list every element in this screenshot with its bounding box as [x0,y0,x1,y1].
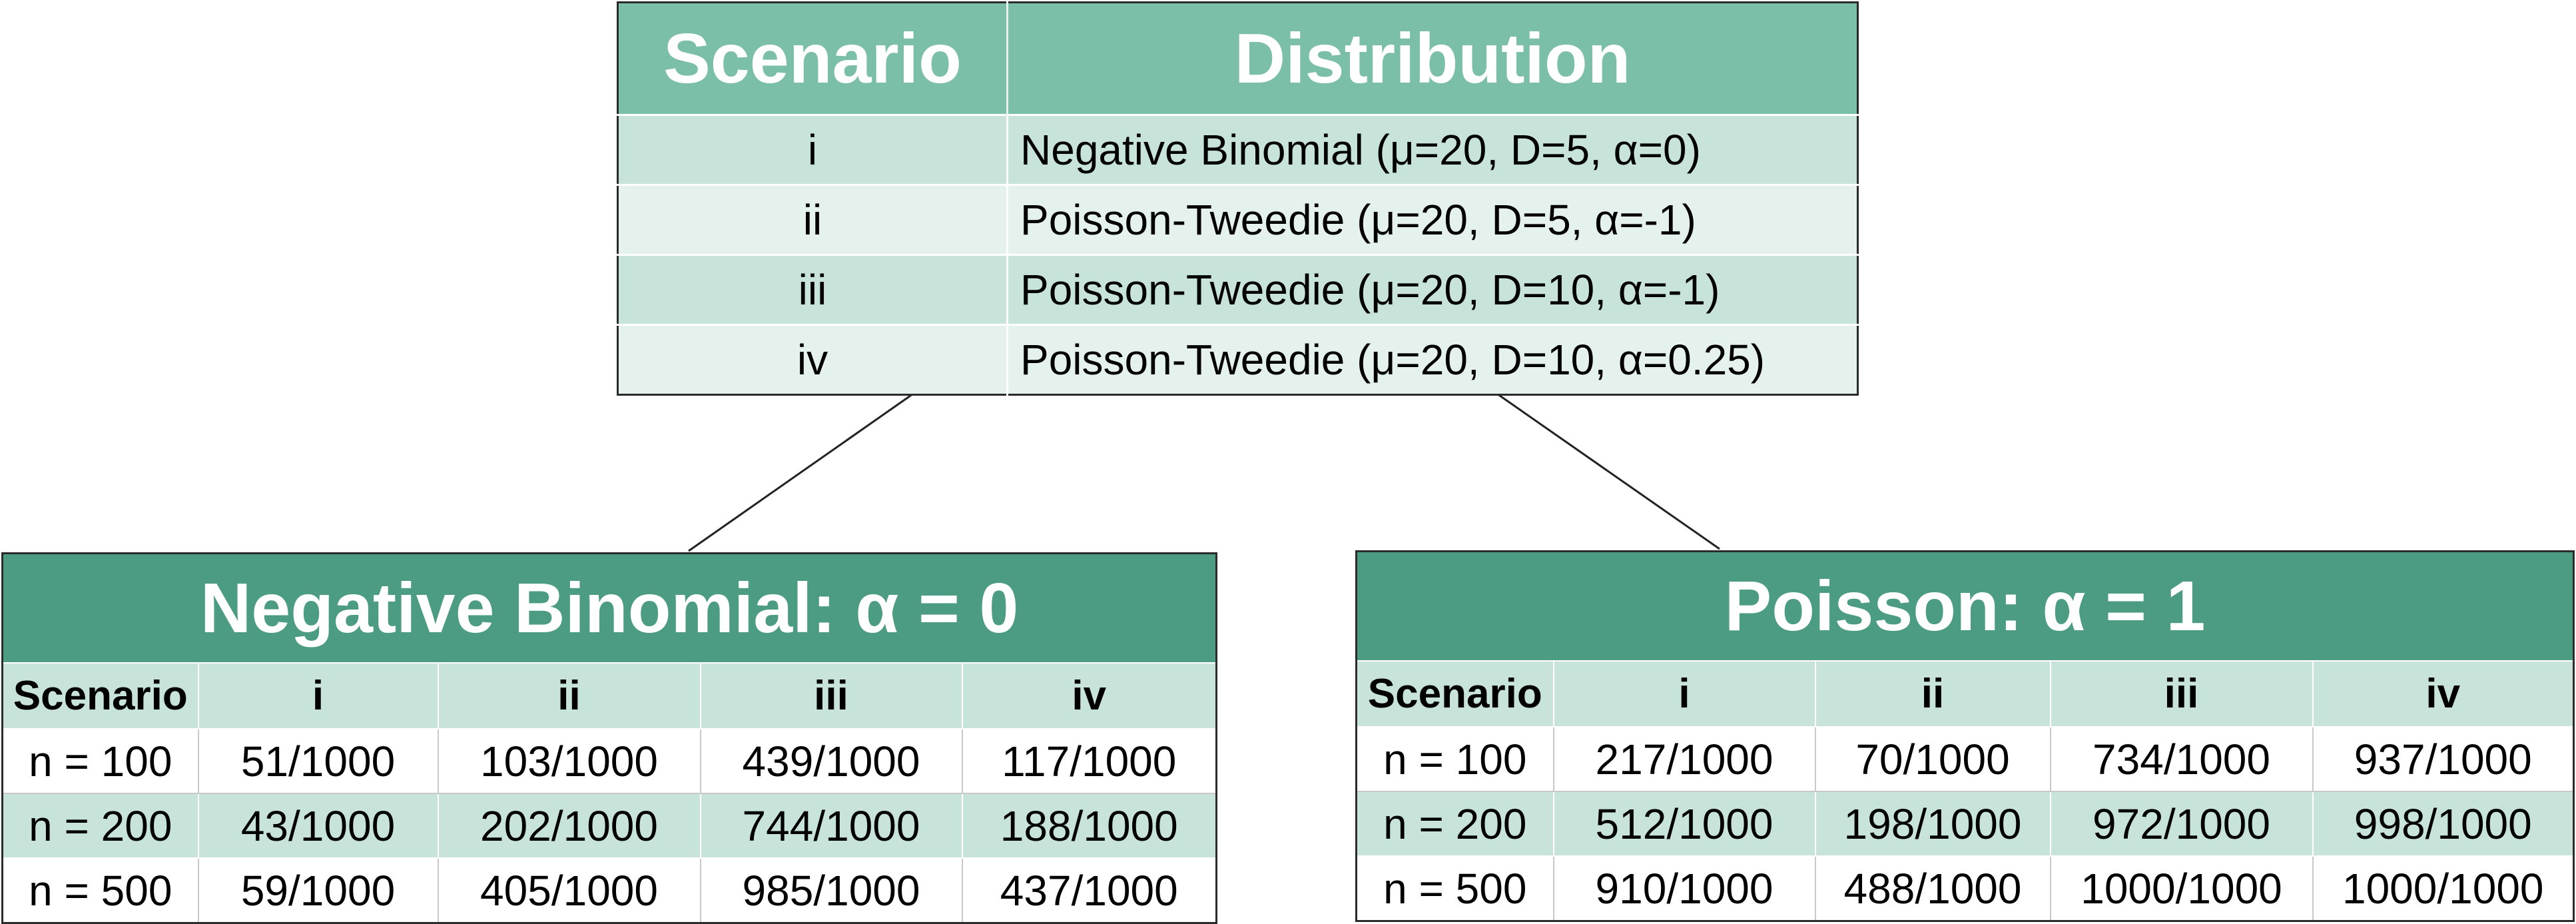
value-cell: 43/1000 [197,793,439,859]
table-row: ii Poisson-Tweedie (μ=20, D=5, α=-1) [617,184,1858,255]
table-row: n = 100 51/1000 103/1000 439/1000 117/10… [1,728,1217,794]
value-cell: 1000/1000 [2049,855,2314,922]
scenario-cell: iv [617,324,1008,395]
value-cell: 512/1000 [1552,791,1816,857]
column-header: i [197,662,439,729]
poisson-table: Poisson: α = 1 Scenario i ii iii iv n = … [1355,550,2575,922]
value-cell: 117/1000 [961,728,1217,794]
table-row: iv Poisson-Tweedie (μ=20, D=10, α=0.25) [617,324,1858,395]
distribution-cell: Poisson-Tweedie (μ=20, D=10, α=0.25) [1007,324,1858,395]
value-cell: 910/1000 [1552,855,1816,922]
value-cell: 998/1000 [2312,791,2575,857]
distribution-header: Distribution [1007,2,1858,115]
column-header: iv [961,662,1217,729]
value-cell: 937/1000 [2312,726,2575,792]
negative-binomial-table: Negative Binomial: α = 0 Scenario i ii i… [1,552,1217,924]
value-cell: 734/1000 [2049,726,2314,792]
value-cell: 51/1000 [197,728,439,794]
sample-size-cell: n = 200 [1355,791,1554,857]
value-cell: 188/1000 [961,793,1217,859]
table-title-row: Poisson: α = 1 [1356,551,2574,661]
value-cell: 59/1000 [197,857,439,924]
sample-size-cell: n = 100 [1,728,199,794]
table-row: n = 100 217/1000 70/1000 734/1000 937/10… [1355,726,2575,792]
table-row: iii Poisson-Tweedie (μ=20, D=10, α=-1) [617,254,1858,325]
column-header: Scenario [1355,660,1554,727]
value-cell: 744/1000 [699,793,963,859]
value-cell: 985/1000 [699,857,963,924]
table-row: n = 500 59/1000 405/1000 985/1000 437/10… [1,857,1217,924]
scenario-cell: i [617,114,1008,185]
sample-size-cell: n = 500 [1355,855,1554,922]
scenario-cell: ii [617,184,1008,255]
value-cell: 405/1000 [437,857,701,924]
table-title: Poisson: α = 1 [1356,551,2574,661]
scenario-table-header: Scenario Distribution [617,2,1858,115]
value-cell: 1000/1000 [2312,855,2575,922]
scenario-cell: iii [617,254,1008,325]
column-header: ii [437,662,701,729]
connector-line-left [688,385,924,552]
value-cell: 198/1000 [1814,791,2051,857]
value-cell: 202/1000 [437,793,701,859]
scenario-header: Scenario [617,2,1008,115]
distribution-cell: Negative Binomial (μ=20, D=5, α=0) [1007,114,1858,185]
connector-line-right [1486,385,1720,550]
scenario-table: Scenario Distribution i Negative Binomia… [617,1,1859,396]
value-cell: 439/1000 [699,728,963,794]
column-header: Scenario [1,662,199,729]
column-header: iii [2049,660,2314,727]
column-header: iv [2312,660,2575,727]
value-cell: 488/1000 [1814,855,2051,922]
distribution-cell: Poisson-Tweedie (μ=20, D=10, α=-1) [1007,254,1858,325]
sample-size-cell: n = 200 [1,793,199,859]
table-title: Negative Binomial: α = 0 [2,553,1217,663]
value-cell: 217/1000 [1552,726,1816,792]
table-row: n = 200 512/1000 198/1000 972/1000 998/1… [1355,791,2575,857]
table-row: n = 500 910/1000 488/1000 1000/1000 1000… [1355,855,2575,922]
value-cell: 437/1000 [961,857,1217,924]
distribution-cell: Poisson-Tweedie (μ=20, D=5, α=-1) [1007,184,1858,255]
table-row: i Negative Binomial (μ=20, D=5, α=0) [617,114,1858,185]
column-header: iii [699,662,963,729]
table-row: n = 200 43/1000 202/1000 744/1000 188/10… [1,793,1217,859]
value-cell: 70/1000 [1814,726,2051,792]
sample-size-cell: n = 100 [1355,726,1554,792]
sample-size-cell: n = 500 [1,857,199,924]
value-cell: 972/1000 [2049,791,2314,857]
column-header-row: Scenario i ii iii iv [1355,660,2575,727]
table-title-row: Negative Binomial: α = 0 [2,553,1217,663]
column-header: ii [1814,660,2051,727]
column-header: i [1552,660,1816,727]
value-cell: 103/1000 [437,728,701,794]
column-header-row: Scenario i ii iii iv [1,662,1217,729]
